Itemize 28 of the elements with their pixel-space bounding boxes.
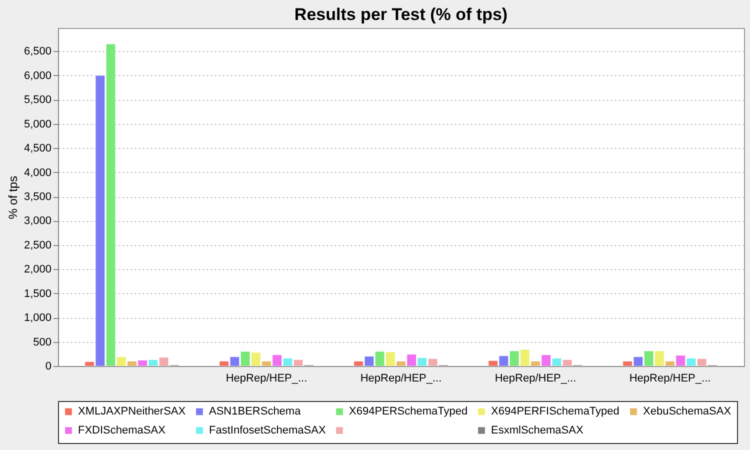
y-tick-label: 3,000 <box>24 215 52 228</box>
x-tick-label: HepRep/HEP_... <box>494 372 576 384</box>
y-axis-title: % of tps <box>6 176 20 220</box>
y-tick-label: 5,500 <box>24 94 52 106</box>
y-tick-label: 6,500 <box>24 46 52 58</box>
y-tick-label: 4,500 <box>24 142 52 155</box>
legend-label: ASN1BERSchema <box>209 406 302 418</box>
legend-label: XebuSchemaSAX <box>643 406 732 418</box>
legend-label: FXDISchemaSAX <box>78 424 166 436</box>
chart-title: Results per Test (% of tps) <box>294 5 508 24</box>
x-tick-label: HepRep/HEP_... <box>360 372 442 384</box>
y-tick-label: 3,500 <box>24 191 52 204</box>
y-tick-label: 0 <box>45 360 52 372</box>
legend-label: FastInfosetSchemaSAX <box>209 424 326 436</box>
y-tick-label: 1,500 <box>24 288 52 300</box>
x-tick-label: HepRep/HEP_... <box>629 372 711 384</box>
y-tick-label: 1,000 <box>24 312 52 324</box>
y-tick-label: 2,000 <box>24 264 52 276</box>
legend-label: EsxmlSchemaSAX <box>491 424 584 436</box>
legend-label: XMLJAXPNeitherSAX <box>78 406 186 418</box>
y-tick-label: 4,000 <box>24 166 52 179</box>
y-tick-label: 2,500 <box>24 239 52 252</box>
legend-label: X694PERSchemaTyped <box>349 406 468 418</box>
legend-label: X694PERFISchemaTyped <box>491 406 620 418</box>
y-tick-label: 5,000 <box>24 118 52 130</box>
x-tick-label: HepRep/HEP_... <box>226 372 308 384</box>
y-tick-label: 6,000 <box>24 70 52 82</box>
y-tick-label: 500 <box>33 336 52 348</box>
